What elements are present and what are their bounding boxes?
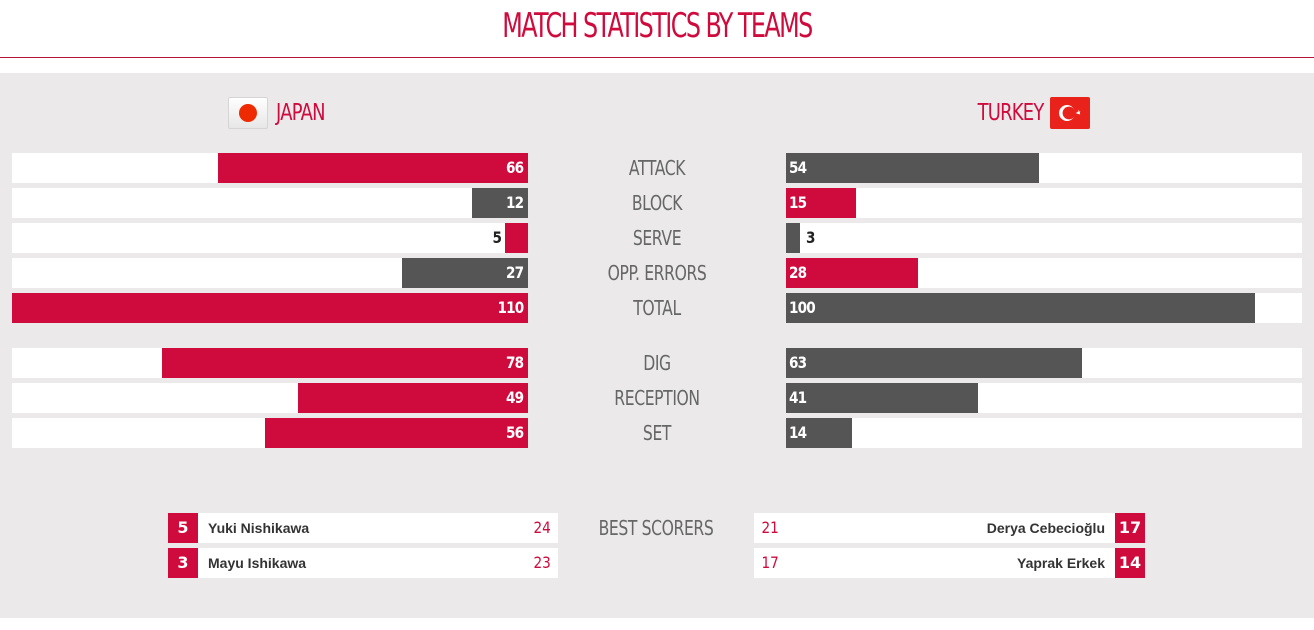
right-value: 41: [789, 388, 807, 407]
scorer-left-1: 5 Yuki Nishikawa 24: [168, 513, 558, 543]
right-bar: [786, 258, 918, 288]
right-value: 14: [789, 423, 807, 442]
right-bar: [786, 293, 1255, 323]
right-value: 100: [789, 298, 816, 317]
stats-panel: JAPAN TURKEY 66 ATTACK 54 12 BLOCK 15 5 SERVE 3 2…: [0, 73, 1314, 618]
right-track: 41: [786, 383, 1302, 413]
stat-label: ATTACK: [628, 156, 686, 180]
right-bar: [786, 223, 800, 253]
left-bar: [472, 188, 528, 218]
scorer-points: 24: [533, 518, 551, 537]
left-value: 5: [492, 228, 501, 247]
right-value: 63: [789, 353, 807, 372]
stat-row-dig: 78 DIG 63: [0, 348, 1314, 378]
stat-row-opp-errors: 27 OPP. ERRORS 28: [0, 258, 1314, 288]
right-bar: [786, 188, 856, 218]
scorer-name: Yaprak Erkek: [1017, 555, 1105, 571]
scorer-name: Mayu Ishikawa: [208, 555, 307, 571]
left-bar: [505, 223, 528, 253]
stat-row-block: 12 BLOCK 15: [0, 188, 1314, 218]
scorer-points: 23: [533, 553, 551, 572]
right-value: 54: [789, 158, 807, 177]
left-bar: [162, 348, 528, 378]
left-value: 12: [505, 193, 524, 212]
left-bar: [218, 153, 528, 183]
scorer-name: Derya Cebecioğlu: [986, 520, 1105, 536]
stat-row-reception: 49 RECEPTION 41: [0, 383, 1314, 413]
jersey-number: 3: [168, 548, 198, 578]
stat-label: SET: [642, 421, 672, 445]
scorer-name: Yuki Nishikawa: [208, 520, 310, 536]
left-track: 56: [12, 418, 528, 448]
scorer-points: 21: [761, 518, 779, 537]
japan-flag-icon: [228, 97, 268, 129]
right-track: 28: [786, 258, 1302, 288]
left-value: 78: [505, 353, 524, 372]
left-bar: [298, 383, 528, 413]
stat-row-attack: 66 ATTACK 54: [0, 153, 1314, 183]
stat-label: RECEPTION: [614, 386, 700, 410]
right-track: 14: [786, 418, 1302, 448]
jersey-number: 5: [168, 513, 198, 543]
left-value: 110: [497, 298, 524, 317]
header: MATCH STATISTICS BY TEAMS: [0, 0, 1314, 58]
right-track: 15: [786, 188, 1302, 218]
right-track: 63: [786, 348, 1302, 378]
left-value: 66: [505, 158, 524, 177]
left-bar: [265, 418, 528, 448]
jersey-number: 17: [1115, 513, 1145, 543]
right-value: 15: [789, 193, 807, 212]
left-bar: [12, 293, 528, 323]
right-track: 54: [786, 153, 1302, 183]
left-bar: [402, 258, 528, 288]
scorer-points: 17: [761, 553, 779, 572]
team-name-right: TURKEY: [978, 100, 1045, 126]
page-title: MATCH STATISTICS BY TEAMS: [502, 6, 813, 46]
stat-label: DIG: [643, 351, 671, 375]
stat-row-set: 56 SET 14: [0, 418, 1314, 448]
left-track: 110: [12, 293, 528, 323]
left-value: 56: [505, 423, 524, 442]
team-name-left: JAPAN: [276, 100, 325, 126]
left-track: 78: [12, 348, 528, 378]
left-track: 49: [12, 383, 528, 413]
left-track: 12: [12, 188, 528, 218]
left-track: 66: [12, 153, 528, 183]
stat-label: TOTAL: [633, 296, 681, 320]
right-bar: [786, 348, 1082, 378]
best-scorers-label: BEST SCORERS: [598, 516, 714, 540]
left-value: 49: [505, 388, 524, 407]
stat-label: OPP. ERRORS: [607, 261, 707, 285]
stat-row-total: 110 TOTAL 100: [0, 293, 1314, 323]
scorer-left-2: 3 Mayu Ishikawa 23: [168, 548, 558, 578]
right-track: 3: [786, 223, 1302, 253]
scorer-right-1: 21 Derya Cebecioğlu 17: [754, 513, 1145, 543]
left-track: 5: [12, 223, 528, 253]
left-value: 27: [505, 263, 524, 282]
right-value: 3: [806, 228, 815, 247]
stat-label: SERVE: [632, 226, 682, 250]
right-bar: [786, 383, 978, 413]
scorer-right-2: 17 Yaprak Erkek 14: [754, 548, 1145, 578]
stat-label: BLOCK: [631, 191, 683, 215]
team-turkey: TURKEY: [959, 97, 1090, 129]
right-value: 28: [789, 263, 807, 282]
right-bar: [786, 418, 852, 448]
left-track: 27: [12, 258, 528, 288]
right-bar: [786, 153, 1039, 183]
right-track: 100: [786, 293, 1302, 323]
team-japan: JAPAN: [228, 97, 338, 129]
jersey-number: 14: [1115, 548, 1145, 578]
turkey-flag-icon: [1050, 97, 1090, 129]
stat-row-serve: 5 SERVE 3: [0, 223, 1314, 253]
